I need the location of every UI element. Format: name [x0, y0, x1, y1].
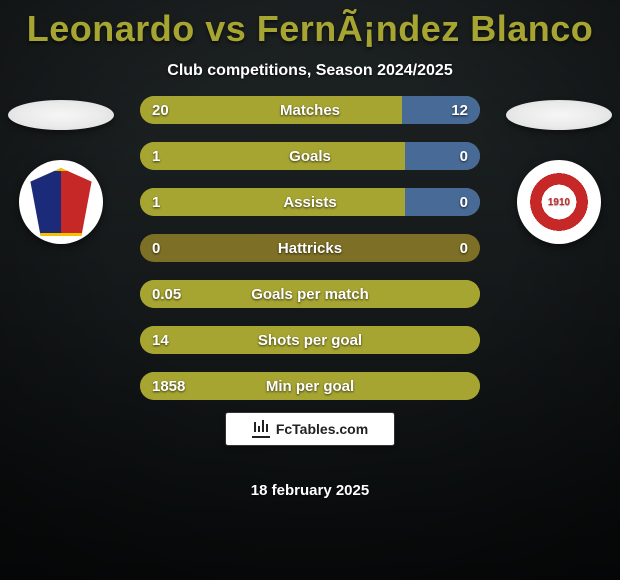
- comparison-stage: 1910 2012Matches 10Goals 10Assists 00Hattri…: [0, 80, 620, 580]
- stat-bar-row: 0.05Goals per match: [140, 280, 480, 308]
- page-title: Leonardo vs FernÃ¡ndez Blanco: [27, 8, 594, 50]
- brand-chart-icon: [252, 420, 270, 438]
- stat-bar-fill-right: [405, 188, 480, 216]
- club-badge-right-ring: 1910: [525, 168, 593, 236]
- stat-bar-fill-left: [140, 280, 480, 308]
- brand-box: FcTables.com: [225, 412, 395, 446]
- stat-bar-fill-left: [140, 142, 405, 170]
- stat-bar-row: 00Hattricks: [140, 234, 480, 262]
- stat-bar-fill-right: [405, 142, 480, 170]
- stat-bars: 2012Matches 10Goals 10Assists 00Hattricks 0.…: [140, 96, 480, 400]
- stat-bar-row: 2012Matches: [140, 96, 480, 124]
- date-line: 18 february 2025: [251, 482, 369, 499]
- player-left-slot: [6, 100, 116, 244]
- player-right-slot: 1910: [504, 100, 614, 244]
- stat-bar-fill-right: [402, 96, 480, 124]
- stat-bar-fill-left: [140, 96, 402, 124]
- content-root: Leonardo vs FernÃ¡ndez Blanco Club compe…: [0, 0, 620, 580]
- page-subtitle: Club competitions, Season 2024/2025: [167, 62, 452, 80]
- club-badge-left: [19, 160, 103, 244]
- brand-text: FcTables.com: [276, 421, 368, 437]
- club-badge-right-year: 1910: [548, 197, 570, 208]
- stat-bar-row: 10Goals: [140, 142, 480, 170]
- stat-bar-track: [140, 234, 480, 262]
- player-right-photo: [506, 100, 612, 130]
- stat-bar-row: 14Shots per goal: [140, 326, 480, 354]
- player-left-photo: [8, 100, 114, 130]
- club-badge-right: 1910: [517, 160, 601, 244]
- stat-bar-fill-left: [140, 188, 405, 216]
- stat-bar-row: 1858Min per goal: [140, 372, 480, 400]
- stat-bar-fill-left: [140, 326, 480, 354]
- club-badge-left-shield: [27, 168, 95, 236]
- stat-bar-row: 10Assists: [140, 188, 480, 216]
- stat-bar-fill-left: [140, 372, 480, 400]
